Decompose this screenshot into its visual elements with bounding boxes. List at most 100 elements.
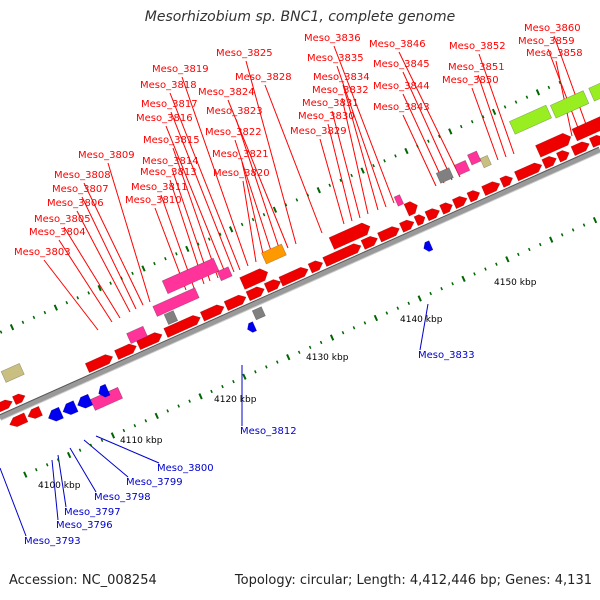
gene-label-reverse: Meso_3799 xyxy=(126,477,183,488)
leader-line xyxy=(419,303,429,351)
gene-label-reverse: Meso_3833 xyxy=(418,350,475,361)
gene-label-reverse: Meso_3796 xyxy=(56,520,113,531)
scale-tick xyxy=(535,89,541,96)
scale-tick xyxy=(100,438,104,443)
scale-tick xyxy=(232,379,235,384)
forward-cds-arrow xyxy=(135,332,163,351)
gene-label-forward: Meso_3859 xyxy=(518,36,575,47)
forward-cds-arrow xyxy=(451,196,468,210)
leader-line xyxy=(342,84,379,211)
gene-label-forward: Meso_3818 xyxy=(140,80,197,91)
forward-cds-arrow xyxy=(263,279,282,294)
forward-cds-arrow xyxy=(377,226,400,243)
scale-tick xyxy=(66,451,72,459)
scale-tick xyxy=(517,252,520,257)
scale-tick xyxy=(154,412,159,420)
scale-tick xyxy=(319,340,323,345)
scale-tick xyxy=(53,304,58,311)
forward-cds-arrow xyxy=(588,134,600,148)
scale-tick xyxy=(328,183,332,187)
scale-tick xyxy=(32,315,36,320)
scale-tick xyxy=(438,134,441,139)
tick-label: 4100 kbp xyxy=(38,481,81,491)
gray-feature xyxy=(435,167,454,184)
forward-cds-arrow xyxy=(239,268,269,290)
leader-line xyxy=(319,138,345,225)
scale-tick xyxy=(56,458,60,462)
scale-tick xyxy=(207,237,211,241)
scale-tick xyxy=(396,306,400,310)
scale-tick xyxy=(484,267,487,271)
lime-feature xyxy=(549,90,590,119)
gene-label-forward: Meso_3832 xyxy=(312,85,369,96)
gene-label-forward: Meso_3843 xyxy=(373,102,430,113)
scale-tick xyxy=(527,247,531,252)
scale-tick xyxy=(110,432,116,439)
scale-tick xyxy=(188,399,191,403)
scale-tick xyxy=(571,228,575,232)
map-title: Mesorhizobium sp. BNC1, complete genome xyxy=(144,9,456,25)
gene-label-forward: Meso_3804 xyxy=(29,227,86,238)
leader-line xyxy=(69,447,97,493)
scale-tick xyxy=(254,370,257,374)
gene-label-forward: Meso_3808 xyxy=(54,170,111,181)
scale-tick xyxy=(76,296,80,300)
scale-tick xyxy=(547,85,551,90)
leader-line xyxy=(331,110,361,219)
forward-cds-arrow xyxy=(322,243,362,267)
leader-line xyxy=(336,65,387,208)
backbone-strand xyxy=(0,147,600,421)
olive-feature xyxy=(0,362,25,383)
gene-label-forward: Meso_3809 xyxy=(78,150,135,161)
forward-cds-arrow xyxy=(84,354,114,374)
gene-label-forward: Meso_3823 xyxy=(206,106,263,117)
forward-cds-arrow xyxy=(199,304,225,322)
gene-label-forward: Meso_3828 xyxy=(235,72,292,83)
gene-label-forward: Meso_3834 xyxy=(313,72,370,83)
reverse-cds-arrow xyxy=(77,393,94,409)
gene-label-forward: Meso_3835 xyxy=(307,53,364,64)
scale-tick xyxy=(272,206,278,213)
scale-tick xyxy=(262,212,266,217)
scale-tick xyxy=(65,301,69,305)
orange-feature xyxy=(261,243,287,265)
scale-tick xyxy=(306,193,310,197)
leader-line xyxy=(83,182,144,306)
scale-tick xyxy=(153,261,156,266)
scale-tick xyxy=(275,360,279,364)
forward-cds-arrow xyxy=(11,393,26,406)
gene-label-forward: Meso_3805 xyxy=(34,214,91,225)
leader-line xyxy=(76,210,131,313)
scale-tick xyxy=(0,330,3,334)
scale-tick xyxy=(383,159,386,163)
leader-line xyxy=(402,114,437,187)
scale-tick xyxy=(549,236,554,243)
leader-line xyxy=(95,435,160,464)
forward-cds-arrow xyxy=(0,399,13,413)
scale-tick xyxy=(240,222,244,227)
scale-tick xyxy=(558,80,562,85)
scale-tick xyxy=(525,95,529,99)
scale-tick xyxy=(21,320,25,324)
scale-tick xyxy=(177,404,180,408)
scale-tick xyxy=(560,233,564,237)
leader-line xyxy=(63,226,121,319)
tick-label: 4150 kbp xyxy=(494,278,537,288)
scale-tick xyxy=(164,257,167,261)
scale-tick xyxy=(78,448,82,452)
scale-tick xyxy=(385,311,389,315)
scale-tick xyxy=(109,281,112,285)
forward-cds-arrow xyxy=(114,343,137,360)
leader-line xyxy=(333,45,395,204)
leader-line xyxy=(478,53,515,155)
gene-label-forward: Meso_3816 xyxy=(136,113,193,124)
leader-line xyxy=(402,93,445,184)
scale-tick xyxy=(34,468,38,472)
leader-line xyxy=(547,48,581,134)
scale-tick xyxy=(429,291,432,296)
gene-label-forward: Meso_3829 xyxy=(290,126,347,137)
tick-label: 4140 kbp xyxy=(400,315,443,325)
reverse-cds-arrow xyxy=(9,412,29,428)
scale-tick xyxy=(514,100,518,104)
